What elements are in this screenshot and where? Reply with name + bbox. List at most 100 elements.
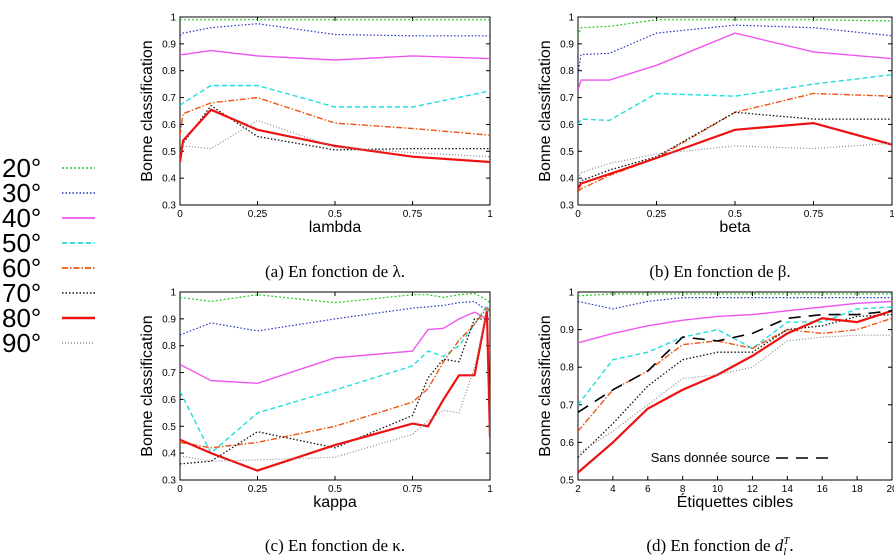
y-tick-label: 0.3 bbox=[162, 476, 176, 487]
x-axis-label: beta bbox=[719, 219, 750, 236]
series-line-20deg bbox=[180, 292, 490, 304]
x-tick-label: 0.25 bbox=[248, 484, 268, 495]
y-tick-label: 0.6 bbox=[162, 120, 176, 131]
y-tick-label: 0.4 bbox=[162, 174, 176, 185]
series-line-30deg bbox=[180, 300, 490, 336]
y-tick-label: 0.7 bbox=[560, 93, 574, 104]
y-tick-label: 1 bbox=[568, 288, 574, 299]
series-line-70deg bbox=[578, 313, 892, 458]
series-line-60deg bbox=[180, 96, 490, 136]
x-tick-label: 0.25 bbox=[248, 209, 268, 220]
panel-caption: (d) En fonction de dlT. bbox=[646, 535, 793, 558]
legend-label: 80° bbox=[2, 303, 41, 333]
x-tick-label: 0.75 bbox=[804, 209, 824, 220]
y-tick-label: 0.8 bbox=[560, 66, 574, 77]
series-line-20deg bbox=[578, 293, 892, 297]
series-line-80deg bbox=[180, 310, 490, 472]
y-tick-label: 0.7 bbox=[162, 93, 176, 104]
y-axis-label: Bonne classification bbox=[537, 40, 554, 181]
series-line-40deg bbox=[180, 311, 490, 385]
x-tick-label: 0 bbox=[177, 209, 183, 220]
series-line-40deg bbox=[578, 32, 892, 90]
series-line-60deg bbox=[180, 307, 490, 449]
x-tick-label: 0.75 bbox=[403, 484, 423, 495]
x-tick-label: 14 bbox=[782, 484, 794, 495]
panel-a-lambda: 0.3 0.4 0.5 0.6 0.7 0.8 0.9 1 0 0.25 0.5 0.75 1 lambd… bbox=[139, 13, 493, 282]
x-tick-label: 0.25 bbox=[647, 209, 667, 220]
y-tick-label: 0.7 bbox=[560, 400, 574, 411]
plot-frame bbox=[179, 16, 491, 206]
y-tick-label: 0.9 bbox=[162, 314, 176, 325]
y-tick-label: 0.8 bbox=[560, 363, 574, 374]
y-tick-label: 0.5 bbox=[162, 147, 176, 158]
panel-caption: (b) En fonction de β. bbox=[649, 262, 790, 281]
x-tick-label: 0.5 bbox=[328, 484, 342, 495]
y-tick-label: 0.5 bbox=[162, 422, 176, 433]
series-line-90deg bbox=[578, 334, 892, 455]
series-line-30deg bbox=[180, 23, 490, 37]
series-line-50deg bbox=[578, 306, 892, 406]
legend-label: 90° bbox=[2, 328, 41, 358]
x-tick-label: 0 bbox=[575, 209, 581, 220]
series-line-70deg bbox=[578, 111, 892, 187]
x-tick-label: 8 bbox=[680, 484, 686, 495]
panel-b-beta: 0.3 0.4 0.5 0.6 0.7 0.8 0.9 1 0 0.25 0.5 0.75 1 beta B… bbox=[537, 13, 894, 282]
y-tick-label: 0.3 bbox=[162, 201, 176, 212]
x-tick-label: 1 bbox=[487, 209, 493, 220]
y-tick-label: 0.6 bbox=[560, 120, 574, 131]
panel-caption: (a) En fonction de λ. bbox=[265, 262, 405, 281]
panel-d-target-labels: 0.50.60.70.80.912468101214161820Étiquett… bbox=[537, 288, 894, 559]
x-tick-label: 6 bbox=[645, 484, 651, 495]
y-tick-label: 1 bbox=[568, 13, 574, 24]
legend-label: 40° bbox=[2, 203, 41, 233]
y-tick-label: 0.6 bbox=[560, 438, 574, 449]
series-line-90deg bbox=[578, 142, 892, 179]
series-line-80deg bbox=[578, 121, 892, 190]
series-line-40deg bbox=[180, 49, 490, 61]
x-axis-label: Étiquettes cibles bbox=[677, 492, 794, 511]
series-line-70deg bbox=[180, 104, 490, 151]
series-line-80deg bbox=[180, 108, 490, 164]
series-line-80deg bbox=[578, 309, 892, 474]
x-tick-label: 2 bbox=[575, 484, 581, 495]
inplot-legend-label: Sans donnée source bbox=[651, 450, 770, 465]
legend-label: 60° bbox=[2, 253, 41, 283]
y-axis-label: Bonne classification bbox=[537, 315, 554, 456]
y-tick-label: 0.6 bbox=[162, 395, 176, 406]
y-tick-label: 0.8 bbox=[162, 66, 176, 77]
y-tick-label: 0.8 bbox=[162, 341, 176, 352]
y-tick-label: 0.9 bbox=[560, 325, 574, 336]
legend-label: 30° bbox=[2, 178, 41, 208]
panel-c-kappa: 0.3 0.4 0.5 0.6 0.7 0.8 0.9 1 0 0.25 0.5 0.75 1 kappa… bbox=[139, 288, 493, 556]
x-tick-label: 20 bbox=[886, 484, 894, 495]
y-tick-label: 1 bbox=[170, 288, 176, 299]
x-tick-label: 0.75 bbox=[403, 209, 423, 220]
series-line-60deg bbox=[578, 317, 892, 432]
panel-caption: (c) En fonction de κ. bbox=[265, 536, 405, 555]
x-tick-label: 4 bbox=[610, 484, 616, 495]
series-line-50deg bbox=[180, 303, 490, 455]
series-line-20deg bbox=[578, 19, 892, 37]
series-line-50deg bbox=[578, 74, 892, 125]
y-tick-label: 0.4 bbox=[162, 449, 176, 460]
y-tick-label: 0.4 bbox=[560, 174, 574, 185]
plot-frame bbox=[577, 291, 893, 481]
x-tick-label: 16 bbox=[817, 484, 829, 495]
y-axis-label: Bonne classification bbox=[139, 315, 156, 456]
series-line-30deg bbox=[578, 24, 892, 74]
series-line-90deg bbox=[180, 310, 490, 462]
legend: 20°30°40°50°60°70°80°90° bbox=[2, 153, 95, 358]
x-tick-label: 12 bbox=[747, 484, 759, 495]
series-line-70deg bbox=[180, 318, 490, 465]
x-tick-label: 1 bbox=[487, 484, 493, 495]
x-tick-label: 0.5 bbox=[328, 209, 342, 220]
y-axis-label: Bonne classification bbox=[139, 40, 156, 181]
y-tick-label: 0.9 bbox=[560, 39, 574, 50]
x-tick-label: 1 bbox=[889, 209, 894, 220]
y-tick-label: 0.7 bbox=[162, 368, 176, 379]
x-axis-label: lambda bbox=[309, 219, 362, 236]
y-tick-label: 1 bbox=[170, 13, 176, 24]
series-line-90deg bbox=[180, 119, 490, 158]
x-tick-label: 0.5 bbox=[728, 209, 742, 220]
